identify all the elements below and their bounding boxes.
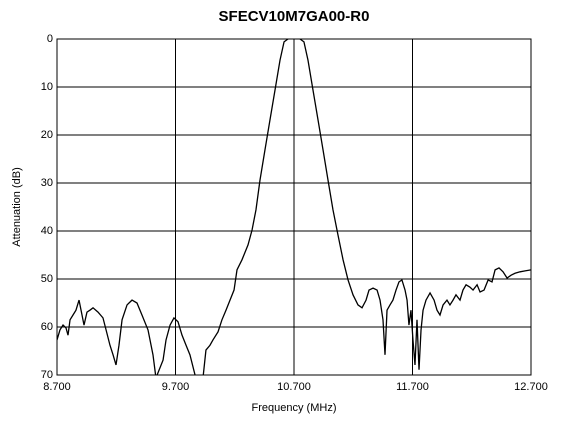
x-tick-label: 9.700: [162, 381, 190, 393]
y-tick-label: 10: [41, 81, 53, 93]
chart-title: SFECV10M7GA00-R0: [219, 8, 370, 25]
y-tick-label: 0: [47, 33, 53, 45]
x-tick-label: 11.700: [396, 381, 429, 393]
y-tick-label: 20: [41, 129, 53, 141]
data-line: [57, 39, 531, 375]
y-tick-label: 70: [41, 369, 53, 381]
x-tick-label: 12.700: [514, 381, 548, 393]
y-tick-label: 60: [41, 321, 53, 333]
x-tick-label: 10.700: [277, 381, 311, 393]
y-tick-label: 50: [41, 273, 53, 285]
y-axis-label: Attenuation (dB): [11, 167, 23, 247]
y-tick-label: 30: [41, 177, 53, 189]
x-tick-label: 8.700: [43, 381, 71, 393]
x-axis-label: Frequency (MHz): [252, 402, 337, 414]
y-tick-label: 40: [41, 225, 53, 237]
